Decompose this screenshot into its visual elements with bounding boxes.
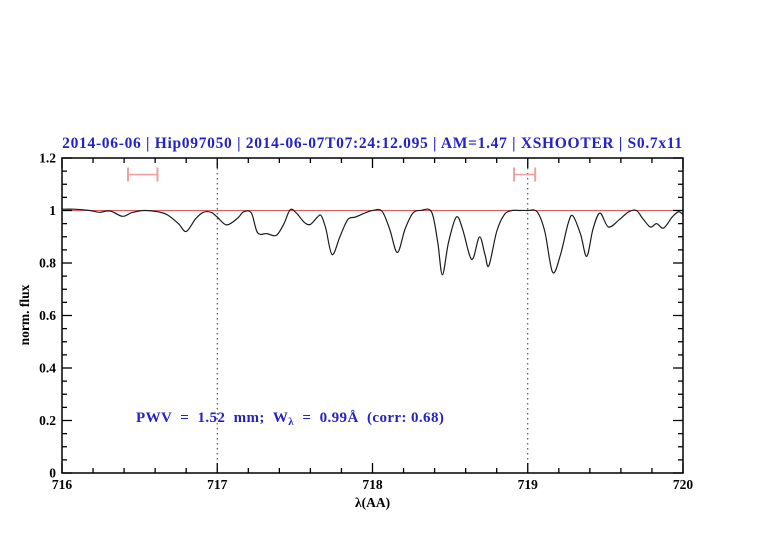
- plot-frame: [61, 157, 684, 474]
- axis-ticks: [61, 157, 684, 474]
- pwv-annotation-text: PWV = 1.52 mm; W: [136, 410, 289, 426]
- spectrum-line: [61, 208, 684, 276]
- y-tick-label: 0.6: [39, 308, 56, 323]
- y-tick-label: 0.4: [39, 361, 56, 376]
- y-tick-label: 0.2: [39, 413, 56, 428]
- y-tick-label: 1.2: [39, 151, 56, 166]
- x-tick-label: 719: [518, 477, 539, 492]
- x-tick-label: 717: [207, 477, 228, 492]
- pwv-annotation: PWV = 1.52 mm; Wλ = 0.99Å (corr: 0.68): [136, 410, 444, 428]
- x-axis-label: λ(AA): [354, 495, 391, 510]
- y-tick-label: 0.8: [39, 256, 56, 271]
- dotted-reference-lines: [216, 158, 529, 473]
- x-tick-label: 718: [362, 477, 383, 492]
- y-tick-label: 1: [49, 203, 56, 218]
- plot-title: 2014-06-06 | Hip097050 | 2014-06-07T07:2…: [62, 135, 683, 152]
- x-tick-label: 716: [52, 477, 73, 492]
- pwv-annotation-text: = 0.99Å (corr: 0.68): [294, 410, 445, 426]
- x-tick-label: 720: [673, 477, 694, 492]
- y-tick-label: 0: [49, 466, 56, 481]
- telluric-band-markers: [126, 167, 537, 182]
- lambda-subscript: λ: [288, 416, 295, 428]
